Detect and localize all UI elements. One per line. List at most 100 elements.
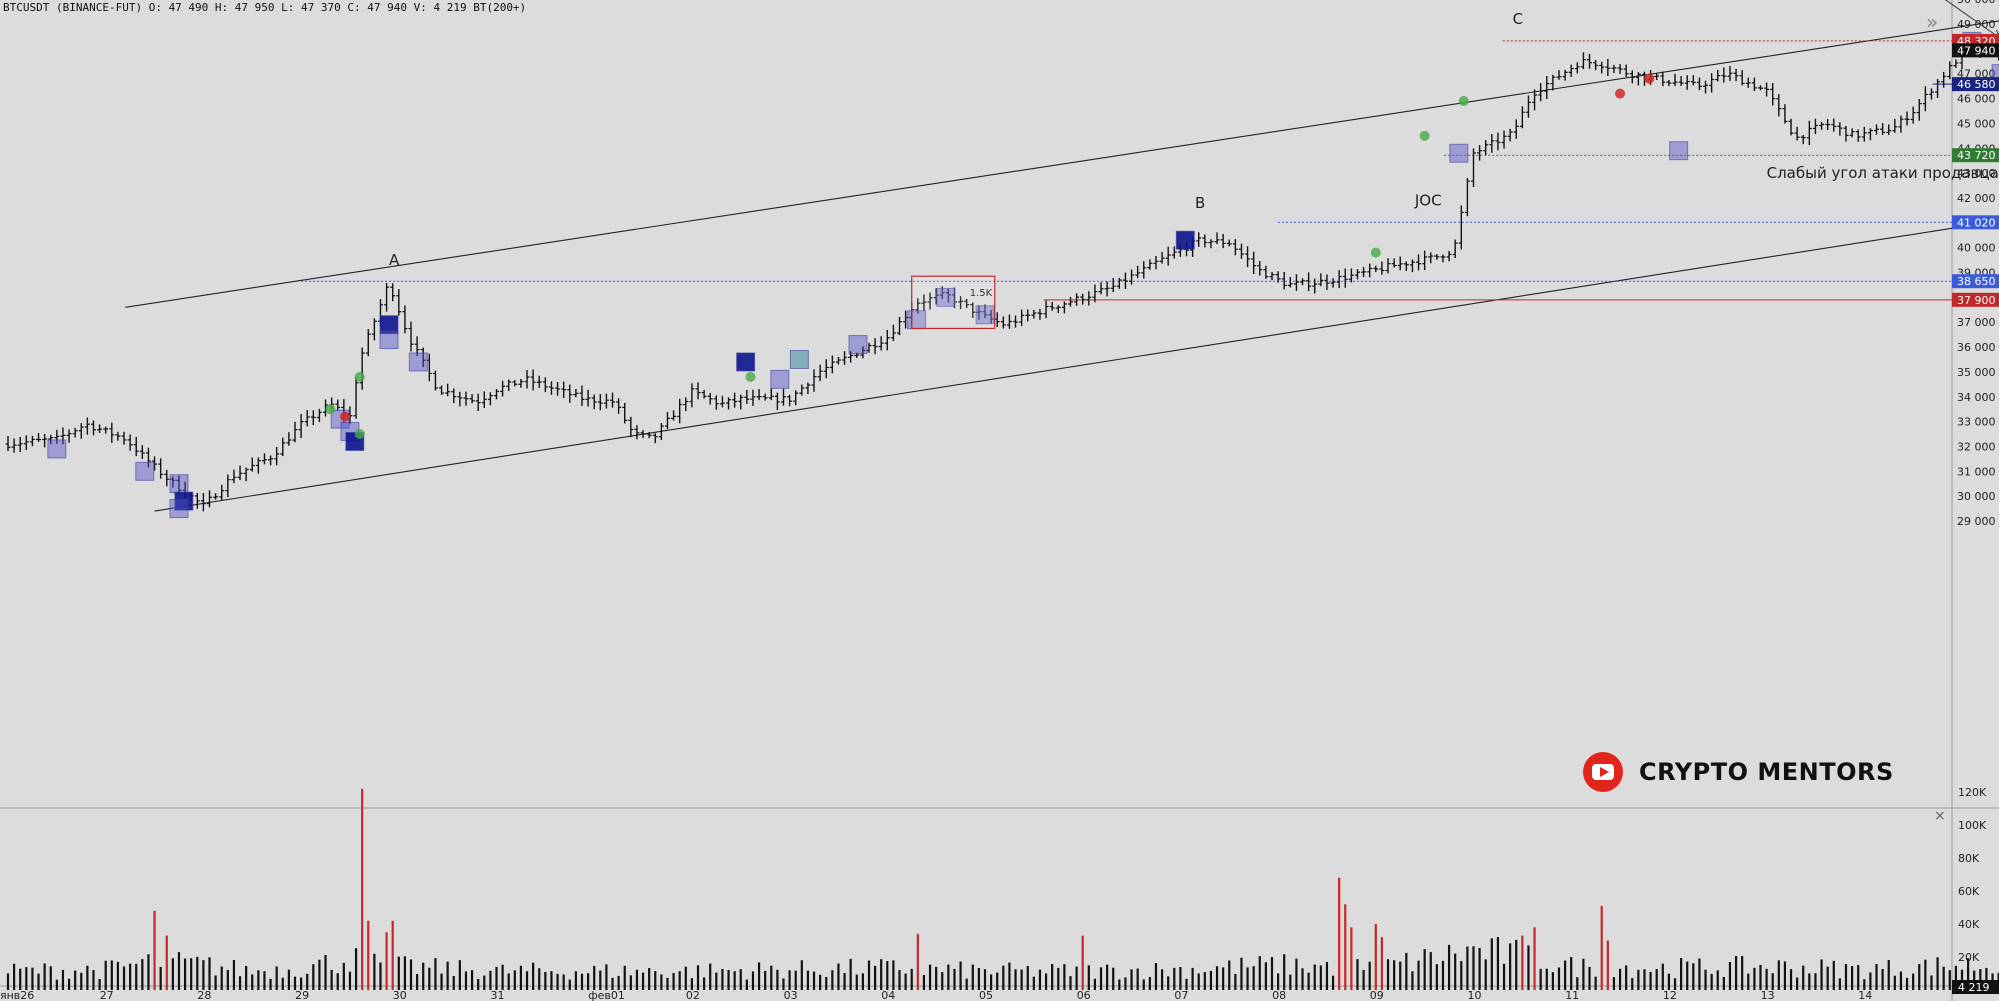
close-icon[interactable]: × [1934,808,1946,824]
price-label: 46 580 [1957,78,1996,91]
price-label: 43 720 [1957,149,1996,162]
price-tick-label: 32 000 [1957,440,1996,453]
price-label: 41 020 [1957,216,1996,229]
chart-annotation: Слабый угол атаки продавца [1767,164,1999,182]
volume-label: 4 219 [1958,981,1990,994]
time-tick-label: 10 [1468,989,1482,1001]
volume-cluster-marker [1449,143,1469,163]
volume-cluster-marker [770,369,790,389]
price-tick-label: 36 000 [1957,341,1996,354]
price-label-bg [1952,77,1999,92]
volume-cluster-marker [1175,230,1195,250]
time-tick-label: 30 [393,989,407,1001]
time-tick-label: 08 [1272,989,1286,1001]
chart-annotation: C [1513,10,1523,28]
price-tick-label: 42 000 [1957,192,1996,205]
volume-cluster-marker [169,499,189,519]
price-tick-label: 37 000 [1957,316,1996,329]
price-tick-label: 33 000 [1957,416,1996,429]
price-label-bg [1952,148,1999,163]
channel-trendline [125,20,1999,308]
price-tick-label: 29 000 [1957,515,1996,528]
time-tick-label: 11 [1565,989,1579,1001]
price-label-bg [1952,274,1999,289]
time-tick-label: 03 [784,989,798,1001]
volume-cluster-marker [379,315,399,335]
volume-tick-label: 80K [1958,852,1980,865]
price-tick-label: 30 000 [1957,490,1996,503]
time-tick-label: 06 [1077,989,1091,1001]
price-label-bg [1952,215,1999,230]
price-tick-label: 46 000 [1957,93,1996,106]
double-chevron-right-icon[interactable]: » [1926,10,1939,34]
price-tick-label: 50 000 [1957,0,1996,6]
signal-dot [1370,247,1381,258]
volume-tick-label: 120K [1958,786,1987,799]
signal-dot [1458,96,1469,107]
signal-dot [1419,130,1430,141]
price-label-bg [1952,292,1999,307]
signal-dot [1615,88,1626,99]
signal-dot [325,404,336,415]
time-tick-label: 29 [295,989,309,1001]
time-tick-label: 09 [1370,989,1384,1001]
volume-cluster-marker [975,305,995,325]
box-volume-label: 1.5K [970,288,993,299]
volume-cluster-marker [848,335,868,355]
symbol-info: BTCUSDT (BINANCE-FUT) O: 47 490 H: 47 95… [3,1,527,14]
price-label: 37 900 [1957,294,1996,307]
time-tick-label: янв26 [0,989,34,1001]
signal-dot [354,371,365,382]
chart-annotation: JOC [1414,191,1442,209]
chart-annotation: B [1195,194,1205,212]
signal-dot [340,411,351,422]
volume-cluster-marker [736,352,756,372]
time-tick-label: 02 [686,989,700,1001]
price-label-bg [1952,43,1999,58]
chart-annotation: A [389,251,400,269]
price-tick-label: 43 000 [1957,167,1996,180]
volume-cluster-marker [1669,141,1689,161]
volume-tick-label: 60K [1958,885,1980,898]
youtube-icon [1583,752,1623,792]
price-tick-label: 45 000 [1957,117,1996,130]
time-tick-label: 14 [1858,989,1872,1001]
annotation-arrow [1944,0,1999,39]
time-tick-label: 05 [979,989,993,1001]
volume-tick-label: 20K [1958,951,1980,964]
time-tick-label: 07 [1174,989,1188,1001]
time-tick-label: 28 [197,989,211,1001]
volume-cluster-marker [1991,64,1999,84]
signal-dot [354,429,365,440]
time-tick-label: 04 [881,989,895,1001]
price-tick-label: 40 000 [1957,242,1996,255]
time-tick-label: 31 [491,989,505,1001]
volume-cluster-marker [789,349,809,369]
channel-trendline [154,220,1999,512]
volume-cluster-marker [169,474,189,494]
volume-cluster-marker [936,287,956,307]
price-tick-label: 31 000 [1957,465,1996,478]
highlight-box [911,275,996,330]
time-tick-label: 13 [1761,989,1775,1001]
volume-tick-label: 40K [1958,918,1980,931]
time-tick-label: 12 [1663,989,1677,1001]
volume-cluster-marker [47,439,67,459]
signal-dot [1644,73,1655,84]
signal-dot [745,371,756,382]
volume-cluster-marker [379,330,399,350]
volume-tick-label: 100K [1958,819,1987,832]
volume-cluster-marker [135,461,155,481]
time-tick-label: фев01 [588,989,625,1001]
time-tick-label: 27 [100,989,114,1001]
price-label: 38 650 [1957,275,1996,288]
price-label: 47 940 [1957,44,1996,57]
price-tick-label: 34 000 [1957,391,1996,404]
volume-label-bg [1952,980,1999,994]
brand-watermark: CRYPTO MENTORS [1583,752,1894,792]
volume-cluster-marker [408,352,428,372]
price-tick-label: 35 000 [1957,366,1996,379]
brand-name: CRYPTO MENTORS [1639,758,1894,786]
